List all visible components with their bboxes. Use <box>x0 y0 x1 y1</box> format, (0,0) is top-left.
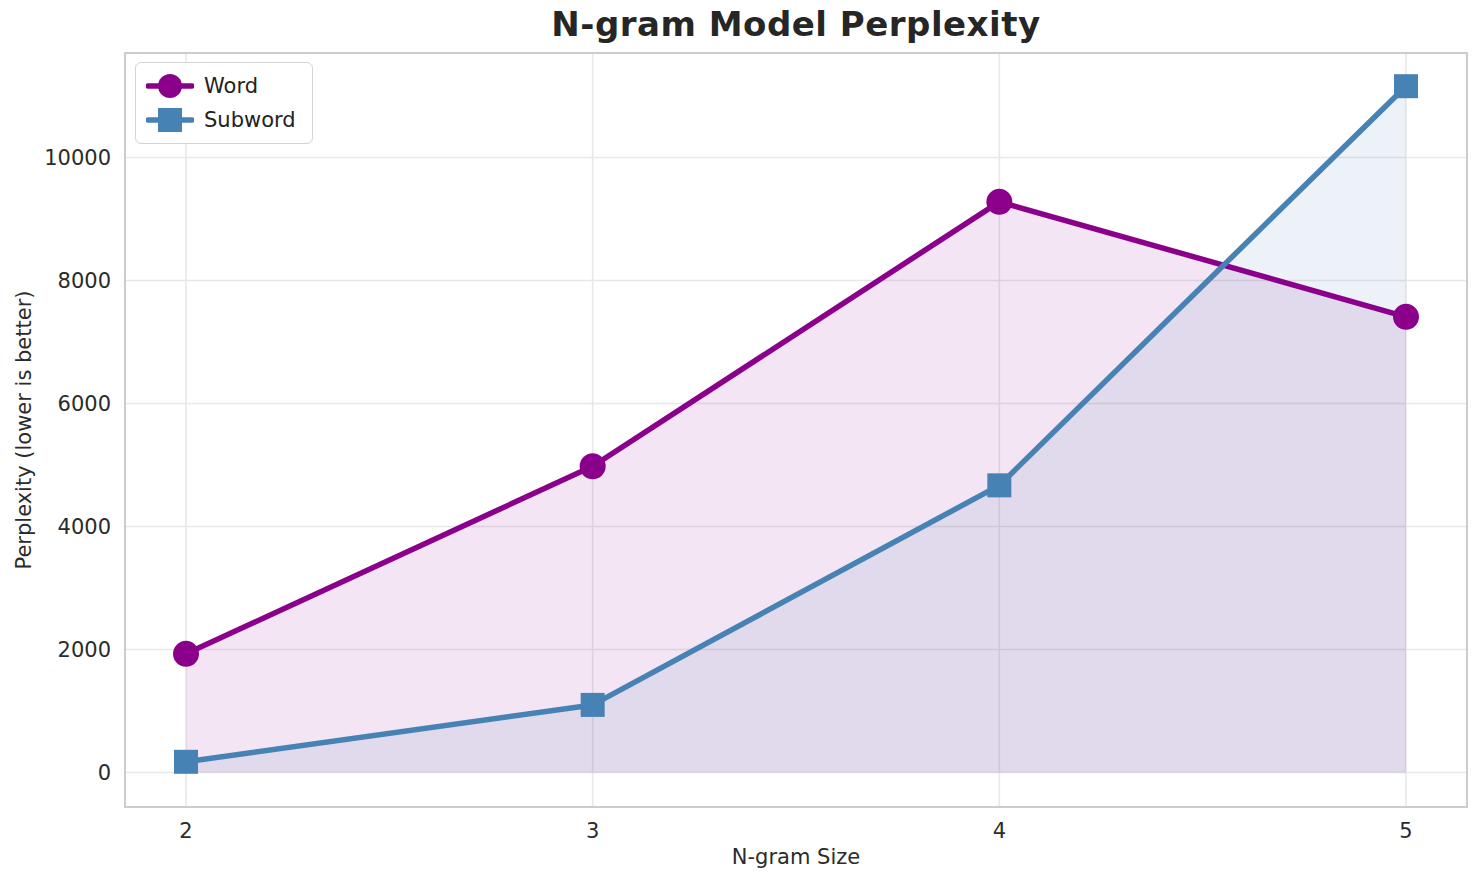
x-tick-label: 5 <box>1399 819 1412 843</box>
legend-item: Word <box>146 71 296 101</box>
series-subword-marker <box>174 750 198 774</box>
series-word-marker <box>986 189 1012 215</box>
x-tick-label: 2 <box>179 819 192 843</box>
y-tick-label: 10000 <box>44 146 111 170</box>
legend-label: Word <box>204 76 258 97</box>
y-tick-label: 0 <box>98 761 111 785</box>
y-tick-label: 8000 <box>58 269 111 293</box>
legend: Word Subword <box>135 62 313 144</box>
x-axis-label: N-gram Size <box>125 845 1467 869</box>
y-axis-label: Perplexity (lower is better) <box>12 291 36 570</box>
x-tick-label: 3 <box>586 819 599 843</box>
y-tick-label: 2000 <box>58 638 111 662</box>
figure: 0 2000 4000 6000 8000 10000 2 3 4 5 N-gram Model … <box>0 0 1484 885</box>
series-word-marker <box>580 453 606 479</box>
chart-title: N-gram Model Perplexity <box>125 4 1467 44</box>
square-icon <box>146 106 194 134</box>
x-tick-label: 4 <box>993 819 1006 843</box>
y-tick-label: 4000 <box>58 515 111 539</box>
y-tick-label: 6000 <box>58 392 111 416</box>
legend-label: Subword <box>204 110 296 131</box>
series-word-marker <box>1393 304 1419 330</box>
series-subword-marker <box>987 473 1011 497</box>
legend-item: Subword <box>146 105 296 135</box>
series-subword-marker <box>1394 74 1418 98</box>
series-subword-marker <box>581 693 605 717</box>
series-word-marker <box>173 641 199 667</box>
circle-icon <box>146 72 194 100</box>
